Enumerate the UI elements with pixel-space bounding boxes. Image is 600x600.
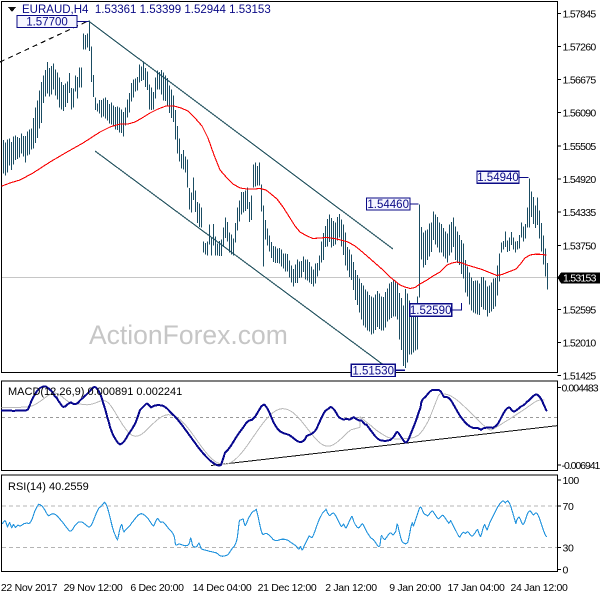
svg-text:100: 100 <box>563 475 580 487</box>
svg-text:1.55505: 1.55505 <box>563 141 597 153</box>
svg-text:17 Jan 04:00: 17 Jan 04:00 <box>447 582 505 594</box>
svg-text:1.57260: 1.57260 <box>563 42 597 54</box>
svg-text:30: 30 <box>563 543 574 555</box>
svg-text:1.54920: 1.54920 <box>563 174 597 186</box>
svg-text:1.56090: 1.56090 <box>563 108 597 120</box>
svg-text:EURAUD,H4 1.53361 1.53399 1.5: EURAUD,H4 1.53361 1.53399 1.52944 1.5315… <box>22 4 271 16</box>
svg-text:1.54460: 1.54460 <box>367 199 409 211</box>
svg-text:1.54940: 1.54940 <box>477 172 519 184</box>
svg-text:1.52595: 1.52595 <box>563 305 597 317</box>
svg-text:29 Nov 12:00: 29 Nov 12:00 <box>64 582 123 594</box>
svg-text:6 Dec 20:00: 6 Dec 20:00 <box>130 582 184 594</box>
svg-text:9 Jan 20:00: 9 Jan 20:00 <box>389 582 441 594</box>
svg-text:-0.006941: -0.006941 <box>562 460 600 472</box>
svg-text:70: 70 <box>563 501 574 513</box>
svg-text:1.52590: 1.52590 <box>410 305 452 317</box>
svg-text:ActionForex.com: ActionForex.com <box>89 320 288 350</box>
svg-text:1.57845: 1.57845 <box>563 8 597 20</box>
svg-text:1.51425: 1.51425 <box>563 371 597 383</box>
svg-text:22 Nov 2017: 22 Nov 2017 <box>1 582 58 594</box>
svg-text:1.51530: 1.51530 <box>352 365 394 377</box>
svg-text:RSI(14) 40.2559: RSI(14) 40.2559 <box>8 481 89 493</box>
svg-text:1.53750: 1.53750 <box>563 240 597 252</box>
svg-text:24 Jan 12:00: 24 Jan 12:00 <box>510 582 568 594</box>
svg-text:2 Jan 12:00: 2 Jan 12:00 <box>325 582 377 594</box>
svg-text:1.53153: 1.53153 <box>563 273 597 285</box>
svg-text:1.57700: 1.57700 <box>26 17 68 29</box>
svg-text:1.52010: 1.52010 <box>563 338 597 350</box>
svg-text:21 Dec 12:00: 21 Dec 12:00 <box>258 582 317 594</box>
svg-text:MACD(12,26,9) 0.000891 0.00224: MACD(12,26,9) 0.000891 0.002241 <box>8 386 182 398</box>
svg-text:14 Dec 04:00: 14 Dec 04:00 <box>193 582 252 594</box>
svg-text:1.54335: 1.54335 <box>563 207 597 219</box>
svg-text:0.004483: 0.004483 <box>562 383 599 395</box>
svg-text:0: 0 <box>563 565 569 577</box>
svg-text:1.56675: 1.56675 <box>563 74 597 86</box>
